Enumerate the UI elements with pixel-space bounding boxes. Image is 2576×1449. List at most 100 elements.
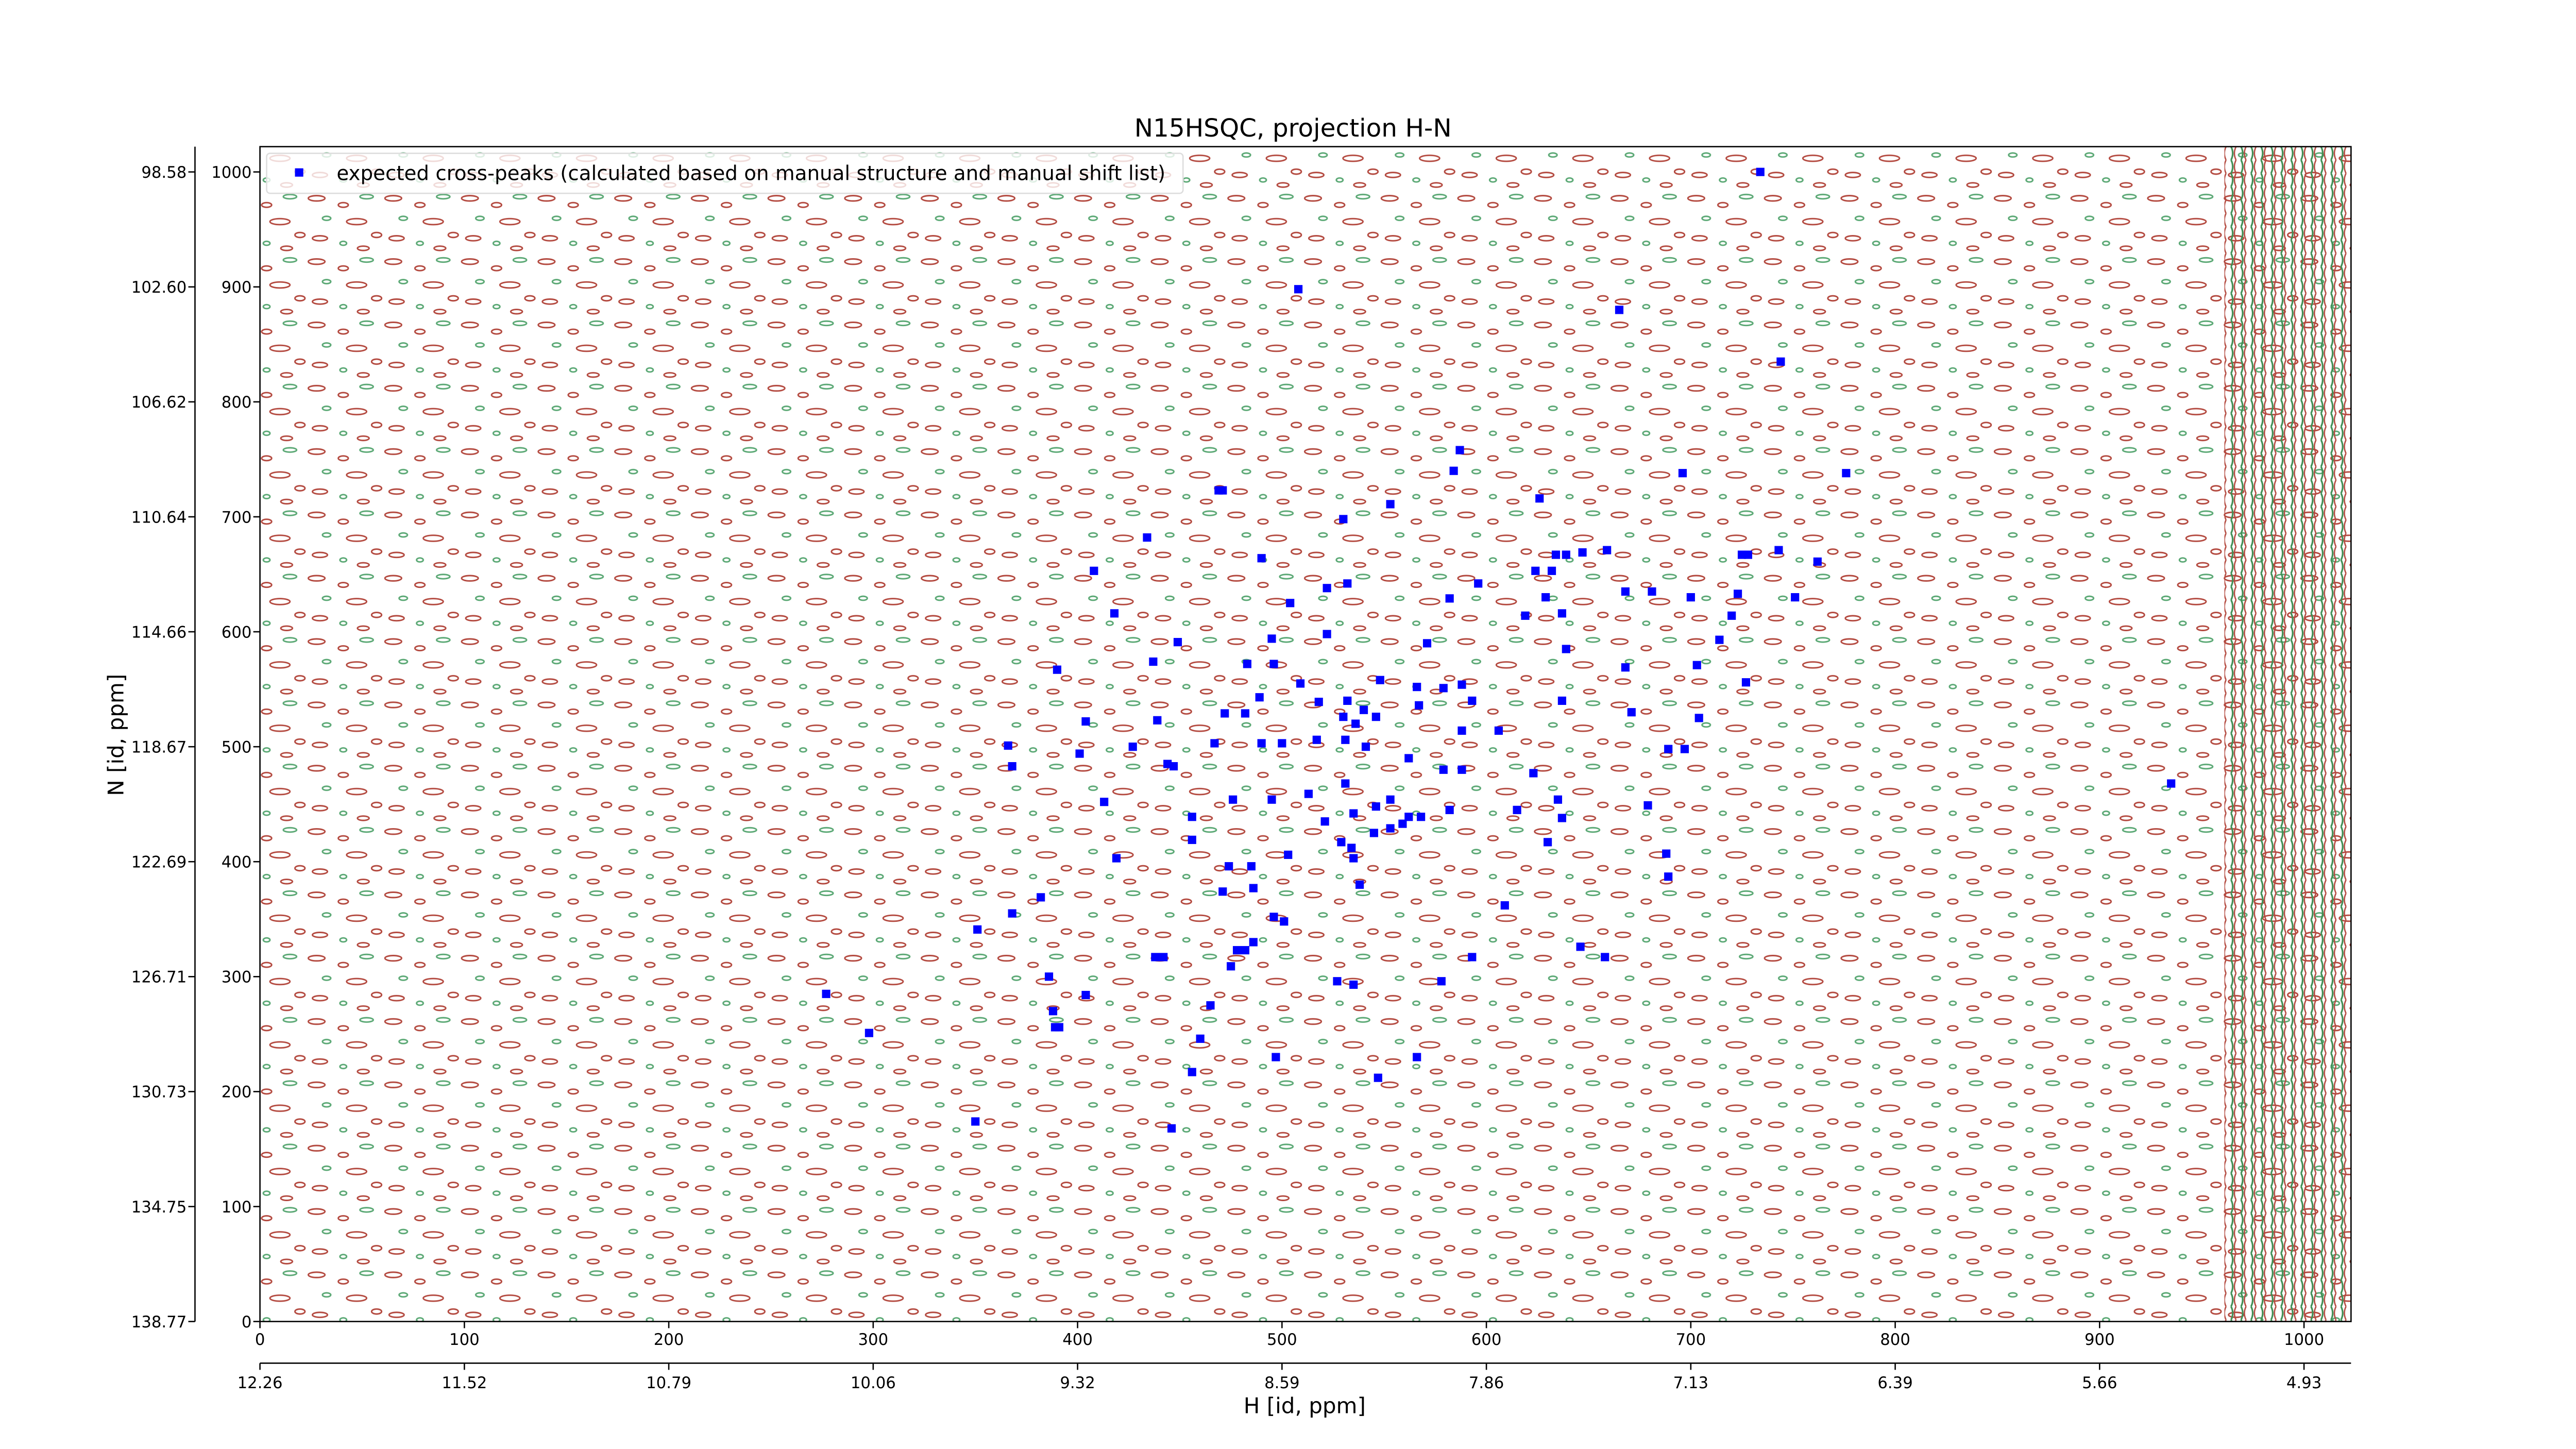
cross-peak	[1323, 584, 1331, 593]
cross-peak	[1048, 1007, 1058, 1016]
y-tick-label: 400	[222, 853, 252, 872]
cross-peak	[1278, 739, 1286, 748]
cross-peak	[1037, 893, 1045, 902]
cross-peak	[1404, 813, 1413, 821]
cross-peak	[1756, 167, 1765, 176]
cross-peak	[1437, 977, 1446, 986]
cross-peak	[1100, 798, 1109, 806]
cross-peak	[1664, 745, 1673, 753]
cross-peak	[1686, 593, 1695, 602]
y2-tick-label: 118.67	[131, 738, 187, 756]
cross-peak	[1615, 306, 1624, 314]
x-tick-label: 700	[1676, 1330, 1706, 1349]
y-tick-label: 500	[222, 738, 252, 756]
cross-peak	[1341, 735, 1350, 744]
x2-tick-label: 7.13	[1673, 1374, 1708, 1392]
cross-peak	[1603, 546, 1612, 554]
cross-peak	[1576, 942, 1585, 951]
cross-peak	[1601, 953, 1609, 962]
plot-frame	[259, 146, 2352, 1322]
cross-peak	[1320, 817, 1329, 826]
cross-peak	[1371, 713, 1380, 721]
cross-peak	[1206, 1001, 1215, 1010]
y-axis-label: N [id, ppm]	[103, 674, 128, 796]
legend-marker	[295, 168, 303, 177]
cross-peak	[1232, 946, 1242, 955]
cross-peak	[1339, 713, 1348, 721]
cross-peak	[1081, 990, 1090, 1000]
cross-peak	[1128, 743, 1137, 751]
cross-peak	[1627, 708, 1636, 717]
y2-tick-label: 102.60	[131, 278, 187, 297]
cross-peak	[1149, 657, 1158, 666]
cross-peak	[1562, 645, 1570, 653]
cross-peak	[1247, 862, 1256, 871]
contour-background	[260, 146, 2351, 1322]
cross-peak	[1741, 678, 1751, 687]
cross-peak	[1210, 739, 1219, 748]
cross-peak	[1044, 972, 1054, 981]
y2-tick-label: 134.75	[131, 1198, 187, 1217]
cross-peak	[1715, 635, 1724, 644]
cross-peak	[1343, 696, 1352, 705]
cross-peak	[1374, 1073, 1382, 1082]
cross-peak	[1229, 795, 1238, 804]
cross-peak	[1227, 962, 1235, 971]
cross-peak	[1413, 683, 1421, 692]
cross-peak	[1225, 862, 1233, 871]
cross-peak	[1468, 953, 1477, 962]
cross-peak	[1312, 735, 1321, 744]
cross-peak	[1692, 661, 1701, 669]
y-tick-label: 900	[222, 278, 252, 297]
cross-peak	[1280, 917, 1289, 926]
cross-peak	[1008, 909, 1016, 918]
cross-peak	[1269, 660, 1278, 668]
y-tick-label: 700	[222, 508, 252, 527]
cross-peak	[822, 989, 831, 998]
cross-peak	[1413, 1053, 1421, 1062]
x-tick-label: 300	[858, 1330, 889, 1349]
x-tick-label: 200	[654, 1330, 684, 1349]
cross-peak	[1791, 593, 1800, 602]
cross-peak	[1153, 716, 1162, 724]
cross-peak	[1169, 762, 1178, 771]
cross-peak	[1359, 705, 1368, 714]
cross-peak	[1167, 1124, 1176, 1133]
cross-peak	[1314, 698, 1323, 706]
cross-peak	[1439, 684, 1448, 693]
cross-peak	[1218, 887, 1227, 896]
cross-peak	[1455, 446, 1464, 454]
cross-peak	[1458, 680, 1466, 689]
cross-peak	[1004, 741, 1012, 750]
cross-peak	[1255, 693, 1264, 702]
cross-peak	[1376, 676, 1384, 684]
cross-peak	[1050, 1023, 1060, 1032]
cross-peak	[1842, 469, 1851, 478]
cross-peak	[1662, 849, 1671, 858]
cross-peak	[1341, 779, 1350, 788]
cross-peak	[1678, 469, 1687, 478]
x-tick-label: 0	[255, 1330, 265, 1349]
cross-peak	[1081, 717, 1090, 726]
cross-peak	[1557, 609, 1566, 618]
cross-peak	[1648, 587, 1656, 596]
cross-peak	[1458, 726, 1466, 735]
y2-tick-label: 138.77	[131, 1313, 187, 1332]
x-tick-label: 800	[1880, 1330, 1910, 1349]
cross-peak	[1337, 838, 1346, 847]
cross-peak	[1621, 663, 1630, 672]
y-tick-label: 100	[222, 1198, 252, 1217]
x-tick-label: 400	[1062, 1330, 1093, 1349]
cross-peak	[1333, 977, 1342, 986]
x2-tick-label: 7.86	[1469, 1374, 1504, 1392]
cross-peak	[1188, 835, 1196, 844]
x-axis-label: H [id, ppm]	[1244, 1393, 1366, 1418]
cross-peak	[1090, 566, 1098, 575]
x2-tick-label: 4.93	[2286, 1374, 2321, 1392]
legend-box	[266, 153, 1184, 194]
cross-peak	[1468, 696, 1477, 705]
cross-peak	[1323, 630, 1331, 638]
cross-peak	[1269, 913, 1278, 921]
cross-peak	[1249, 938, 1258, 947]
cross-peak	[1355, 880, 1364, 889]
